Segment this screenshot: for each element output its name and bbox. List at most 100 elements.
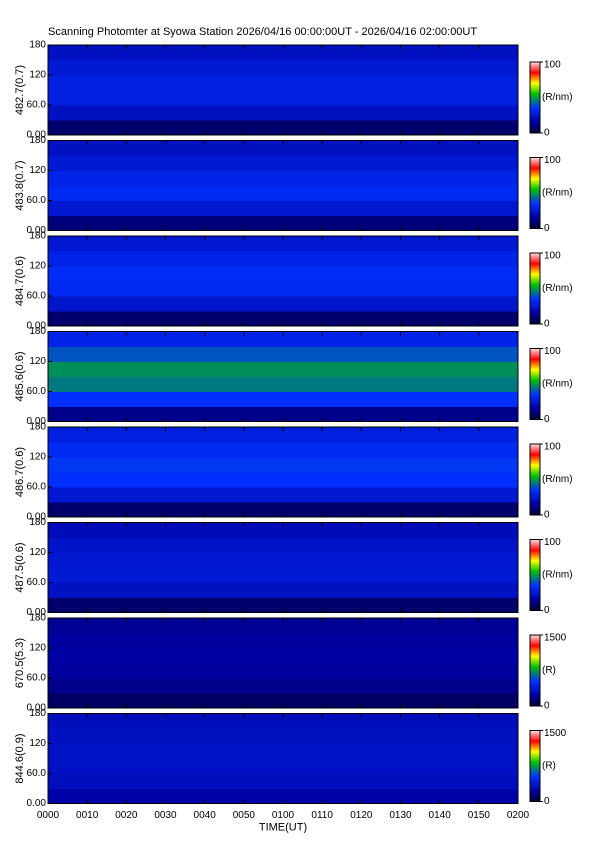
y-tick-label: 120: [29, 452, 46, 463]
colorbar-label: (R/nm): [542, 188, 573, 199]
heatmap-cell: [48, 472, 518, 488]
colorbar-tick-label: 100: [544, 346, 561, 357]
y-tick-label: 120: [29, 643, 46, 654]
x-tick-label: 0040: [194, 810, 217, 821]
x-axis-label: TIME(UT): [259, 821, 307, 833]
colorbar-label: (R/nm): [542, 283, 573, 294]
heatmap-cell: [48, 251, 518, 267]
colorbar-tick-label: 100: [544, 60, 561, 71]
heatmap-cell: [48, 281, 518, 297]
y-tick-label: 180: [29, 231, 46, 242]
heatmap-cell: [48, 567, 518, 583]
y-tick-label: 180: [29, 135, 46, 146]
x-tick-label: 0010: [76, 810, 99, 821]
colorbar-tick-label: 100: [544, 155, 561, 166]
colorbar-tick-label: 0: [544, 319, 550, 330]
heatmap-cell: [48, 457, 518, 473]
colorbar: [529, 539, 541, 611]
y-tick-label: 180: [29, 326, 46, 337]
colorbar-tick-label: 0: [544, 414, 550, 425]
y-tick-label: 180: [29, 708, 46, 719]
colorbar-tick-label: 1500: [544, 728, 567, 739]
colorbar: [529, 61, 541, 134]
y-tick-label: 180: [29, 40, 46, 51]
heatmap-cell: [48, 391, 518, 407]
heatmap-cell: [48, 75, 518, 91]
colorbar: [529, 252, 541, 325]
x-tick-label: 0130: [389, 810, 412, 821]
y-axis-label: 487.5(0.6): [14, 542, 26, 592]
colorbar-label: (R): [542, 761, 556, 772]
x-tick-label: 0150: [468, 810, 491, 821]
colorbar-tick-label: 0: [544, 510, 550, 521]
x-tick-label: 0000: [37, 810, 60, 821]
heatmap-cell: [48, 648, 518, 664]
heatmap-cell: [48, 487, 518, 503]
y-tick-label: 60.0: [27, 673, 47, 684]
heatmap-cell: [48, 743, 518, 759]
heatmap-cell: [48, 266, 518, 282]
heatmap-cell: [48, 185, 518, 201]
y-tick-label: 120: [29, 738, 46, 749]
colorbar-label: (R/nm): [542, 570, 573, 581]
colorbar-label: (R/nm): [542, 379, 573, 390]
colorbar: [529, 730, 541, 802]
y-tick-label: 120: [29, 547, 46, 558]
heatmap-cell: [48, 296, 518, 312]
y-tick-label: 60.0: [27, 195, 47, 206]
y-tick-label: 180: [29, 422, 46, 433]
y-tick-label: 0.00: [27, 607, 47, 618]
heatmap-cell: [48, 728, 518, 744]
x-tick-label: 0050: [233, 810, 256, 821]
colorbar: [529, 443, 541, 516]
y-tick-label: 120: [29, 165, 46, 176]
y-axis-label: 486.7(0.6): [14, 447, 26, 497]
y-tick-label: 0.00: [27, 798, 47, 809]
y-tick-label: 60.0: [27, 577, 47, 588]
colorbar: [529, 348, 541, 420]
colorbar-label: (R/nm): [542, 474, 573, 485]
heatmap-cell: [48, 200, 518, 216]
heatmap-cell: [48, 633, 518, 649]
heatmap-cell: [48, 376, 518, 392]
heatmap-cell: [48, 105, 518, 121]
y-tick-label: 60.0: [27, 100, 47, 111]
y-tick-label: 0.00: [27, 321, 47, 332]
chart-title: Scanning Photomter at Syowa Station 2026…: [48, 26, 477, 38]
y-axis-label: 482.7(0.7): [14, 65, 26, 115]
heatmap-cell: [48, 442, 518, 458]
colorbar-tick-label: 0: [544, 701, 550, 712]
colorbar: [529, 157, 541, 229]
y-axis-label: 485.6(0.6): [14, 351, 26, 401]
y-tick-label: 120: [29, 70, 46, 81]
x-tick-label: 0200: [507, 810, 530, 821]
heatmap-cell: [48, 170, 518, 186]
heatmap-cell: [48, 678, 518, 694]
x-tick-label: 0020: [115, 810, 138, 821]
y-tick-label: 120: [29, 261, 46, 272]
x-tick-label: 0100: [272, 810, 295, 821]
heatmap-cell: [48, 773, 518, 789]
x-tick-label: 0110: [311, 810, 333, 821]
colorbar-tick-label: 100: [544, 442, 561, 453]
y-tick-label: 60.0: [27, 291, 47, 302]
heatmap-cell: [48, 90, 518, 106]
y-tick-label: 120: [29, 356, 46, 367]
heatmap-cell: [48, 155, 518, 171]
y-tick-label: 60.0: [27, 482, 47, 493]
colorbar-label: (R): [542, 665, 556, 676]
y-axis-label: 670.5(5.3): [14, 638, 26, 688]
colorbar-tick-label: 0: [544, 128, 550, 139]
x-tick-label: 0120: [350, 810, 373, 821]
y-axis-label: 483.8(0.7): [14, 160, 26, 210]
colorbar-tick-label: 0: [544, 796, 550, 807]
y-tick-label: 180: [29, 613, 46, 624]
heatmap-cell: [48, 552, 518, 568]
colorbar-tick-label: 0: [544, 605, 550, 616]
colorbar: [529, 634, 541, 707]
y-axis-label: 484.7(0.6): [14, 256, 26, 306]
heatmap-cell: [48, 758, 518, 774]
x-tick-label: 0140: [429, 810, 452, 821]
heatmap-cell: [48, 346, 518, 362]
